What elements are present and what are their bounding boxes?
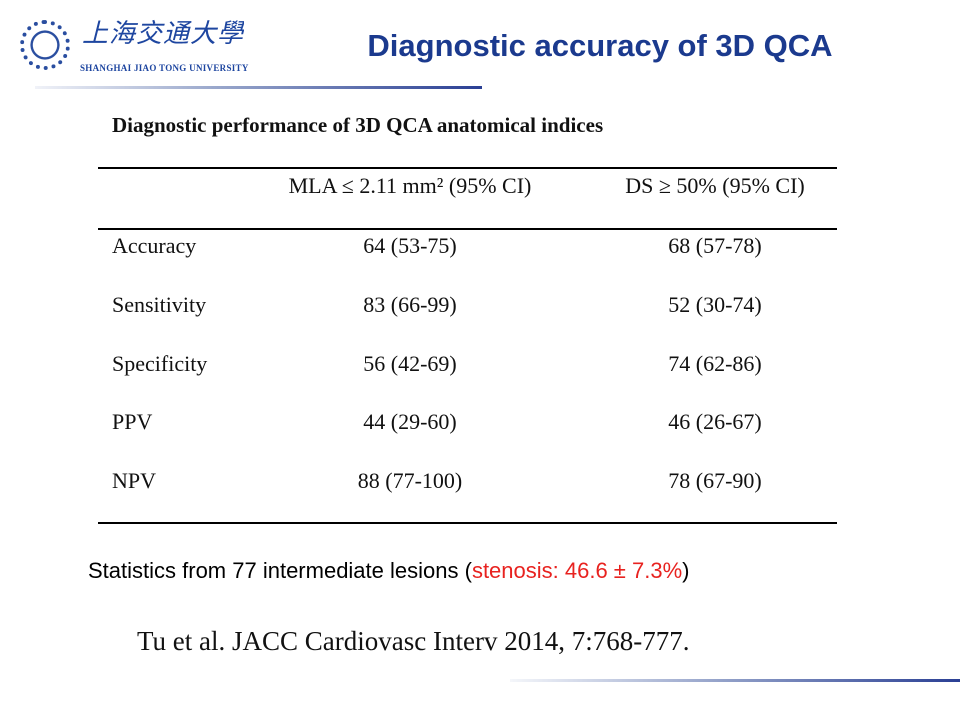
table-bottom-rule — [98, 522, 837, 524]
row-label: PPV — [112, 409, 153, 434]
cell-ds: 68 (57-78) — [668, 233, 762, 258]
citation: Tu et al. JACC Cardiovasc Interv 2014, 7… — [137, 626, 690, 656]
row-label: Accuracy — [112, 233, 197, 258]
university-logo: 上海交通大學 SHANGHAI JIAO TONG UNIVERSITY — [18, 18, 248, 80]
row-label: NPV — [112, 468, 157, 493]
statistics-note: Statistics from 77 intermediate lesions … — [88, 557, 689, 585]
cell-mla: 64 (53-75) — [363, 233, 457, 258]
logo-english-name: SHANGHAI JIAO TONG UNIVERSITY — [80, 63, 249, 73]
table-header-rule — [98, 228, 837, 230]
cell-mla: 88 (77-100) — [357, 468, 463, 493]
row-label: Specificity — [112, 351, 208, 376]
cell-ds: 52 (30-74) — [668, 292, 762, 317]
cell-ds: 78 (67-90) — [668, 468, 762, 493]
cell-ds: 74 (62-86) — [668, 351, 762, 376]
cell-ds: 46 (26-67) — [668, 409, 762, 434]
row-label: Sensitivity — [112, 292, 207, 317]
stats-prefix: Statistics from 77 intermediate lesions … — [88, 558, 472, 583]
header-ds: DS ≥ 50% (95% CI) — [625, 173, 805, 198]
cell-mla: 56 (42-69) — [363, 351, 457, 376]
title-divider — [35, 86, 482, 89]
slide-title: Diagnostic accuracy of 3D QCA — [367, 28, 833, 63]
table-top-rule — [98, 167, 837, 169]
university-seal-icon — [20, 20, 70, 70]
cell-mla: 83 (66-99) — [363, 292, 457, 317]
cell-mla: 44 (29-60) — [363, 409, 457, 434]
logo-chinese-name: 上海交通大學 — [82, 19, 245, 49]
stenosis-highlight: stenosis: 46.6 ± 7.3% — [471, 558, 683, 583]
table-caption: Diagnostic performance of 3D QCA anatomi… — [112, 113, 604, 137]
stats-suffix: ) — [682, 558, 690, 583]
footer-divider — [510, 679, 960, 682]
header-mla: MLA ≤ 2.11 mm² (95% CI) — [288, 173, 532, 198]
